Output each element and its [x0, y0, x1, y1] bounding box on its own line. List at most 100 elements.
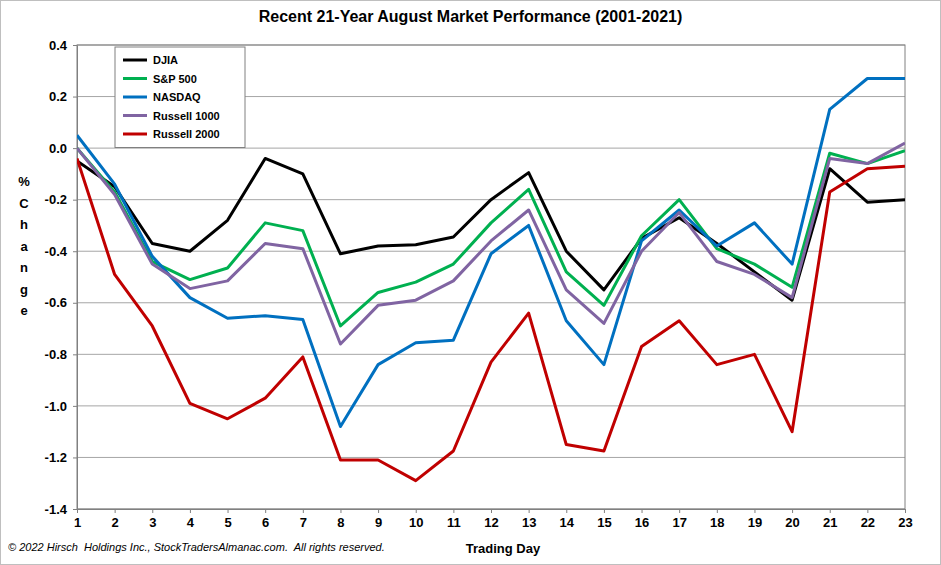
grid-line	[77, 457, 905, 458]
x-tick-mark	[754, 509, 755, 513]
x-tick-mark	[792, 509, 793, 513]
y-tick: -0.6	[45, 295, 77, 310]
y-tick: -0.8	[45, 347, 77, 362]
x-tick-mark	[867, 509, 868, 513]
x-axis-title: Trading Day	[466, 541, 541, 556]
y-tick: -1.4	[45, 502, 77, 517]
x-tick: 11	[447, 509, 461, 530]
x-tick: 9	[375, 509, 382, 530]
x-tick: 8	[337, 509, 344, 530]
y-tick-label: -0.6	[45, 295, 67, 310]
series-line	[77, 148, 905, 326]
x-tick-label: 2	[112, 515, 119, 530]
y-tick-mark	[73, 406, 77, 407]
y-tick-label: -0.2	[45, 192, 67, 207]
y-tick-mark	[73, 148, 77, 149]
x-tick-label: 5	[224, 515, 231, 530]
y-tick-label: 0.2	[49, 89, 67, 104]
x-tick-label: 19	[748, 515, 762, 530]
y-tick-label: -0.4	[45, 244, 68, 259]
x-tick-label: 4	[187, 515, 195, 530]
x-tick-mark	[905, 509, 906, 513]
x-tick: 4	[187, 509, 195, 530]
x-tick: 12	[484, 509, 498, 530]
y-tick-mark	[73, 45, 77, 46]
x-tick: 7	[300, 509, 307, 530]
grid	[77, 45, 905, 509]
x-tick-mark	[152, 509, 153, 513]
y-tick-mark	[73, 509, 77, 510]
x-tick-label: 10	[409, 515, 423, 530]
y-tick: 0.0	[49, 141, 77, 156]
y-tick: -0.4	[45, 244, 77, 259]
y-tick: -0.2	[45, 192, 77, 207]
y-tick-mark	[73, 97, 77, 98]
x-tick-mark	[566, 509, 567, 513]
x-tick: 21	[823, 509, 837, 530]
x-tick-mark	[77, 509, 78, 513]
y-tick-mark	[73, 251, 77, 252]
x-tick: 1	[74, 509, 81, 530]
y-tick: -1.0	[45, 399, 77, 414]
copyright: © 2022 Hirsch Holdings Inc., StockTrader…	[8, 541, 385, 553]
x-tick-label: 11	[447, 515, 461, 530]
x-tick-mark	[416, 509, 417, 513]
y-tick-mark	[73, 200, 77, 201]
x-tick: 19	[748, 509, 762, 530]
x-tick-mark	[491, 509, 492, 513]
x-tick-label: 18	[710, 515, 724, 530]
y-tick-label: 0.0	[49, 141, 67, 156]
x-tick: 23	[898, 509, 912, 530]
x-tick-mark	[265, 509, 266, 513]
series-line	[77, 143, 905, 344]
y-tick-label: 0.4	[49, 38, 68, 53]
y-tick-label: -1.2	[45, 450, 67, 465]
series-line	[77, 158, 905, 480]
x-tick-label: 16	[635, 515, 649, 530]
x-tick-mark	[604, 509, 605, 513]
x-tick-label: 23	[898, 515, 912, 530]
chart: -1.4 -1.2 -1.0 -0.8 -0.6 -0.4 -0.2 0.0 0.2 0.4 1 23…	[0, 0, 941, 565]
lines	[77, 79, 905, 481]
y-tick-mark	[73, 303, 77, 304]
legend-label: S&P 500	[153, 73, 197, 85]
x-tick: 5	[224, 509, 231, 530]
x-tick-mark	[529, 509, 530, 513]
legend-box	[115, 47, 245, 148]
x-tick-mark	[642, 509, 643, 513]
legend-swatch	[123, 96, 147, 99]
y-tick: 0.2	[49, 89, 77, 104]
legend-swatch	[123, 133, 147, 136]
x-tick-label: 12	[484, 515, 498, 530]
x-tick: 13	[522, 509, 536, 530]
x-tick-label: 22	[861, 515, 875, 530]
x-tick: 10	[409, 509, 423, 530]
x-tick: 15	[597, 509, 611, 530]
title: Recent 21-Year August Market Performance…	[259, 8, 683, 25]
x-tick: 2	[112, 509, 119, 530]
x-tick-mark	[679, 509, 680, 513]
plot-frame	[77, 45, 905, 509]
x-tick-label: 17	[672, 515, 686, 530]
legend-swatch	[123, 59, 147, 62]
x-tick-label: 21	[823, 515, 837, 530]
legend-swatch	[123, 77, 147, 80]
x-tick-mark	[378, 509, 379, 513]
y-tick-mark	[73, 354, 77, 355]
y-axis-line	[77, 46, 78, 510]
x-tick-label: 15	[597, 515, 611, 530]
x-tick: 17	[672, 509, 686, 530]
x-tick-mark	[717, 509, 718, 513]
grid-line	[77, 354, 905, 355]
x-tick: 18	[710, 509, 724, 530]
y-tick-label: -0.8	[45, 347, 67, 362]
x-tick-mark	[190, 509, 191, 513]
legend-swatch	[123, 114, 147, 117]
x-tick-mark	[303, 509, 304, 513]
x-tick-mark	[830, 509, 831, 513]
y-tick-label: -1.0	[45, 399, 67, 414]
x-tick-mark	[228, 509, 229, 513]
y-tick: -1.2	[45, 450, 77, 465]
y-axis-title: %Change	[18, 174, 30, 318]
x-axis: 1234567891011121314151617181920212223	[74, 509, 913, 530]
